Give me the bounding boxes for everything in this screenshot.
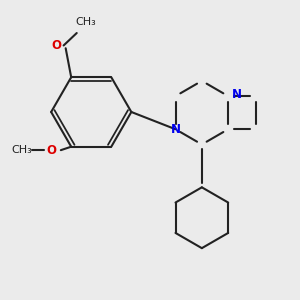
Text: CH₃: CH₃ — [75, 17, 96, 27]
Text: N: N — [232, 88, 242, 101]
Text: O: O — [51, 39, 61, 52]
Text: O: O — [46, 144, 56, 157]
Text: CH₃: CH₃ — [12, 145, 32, 155]
Text: N: N — [171, 123, 181, 136]
